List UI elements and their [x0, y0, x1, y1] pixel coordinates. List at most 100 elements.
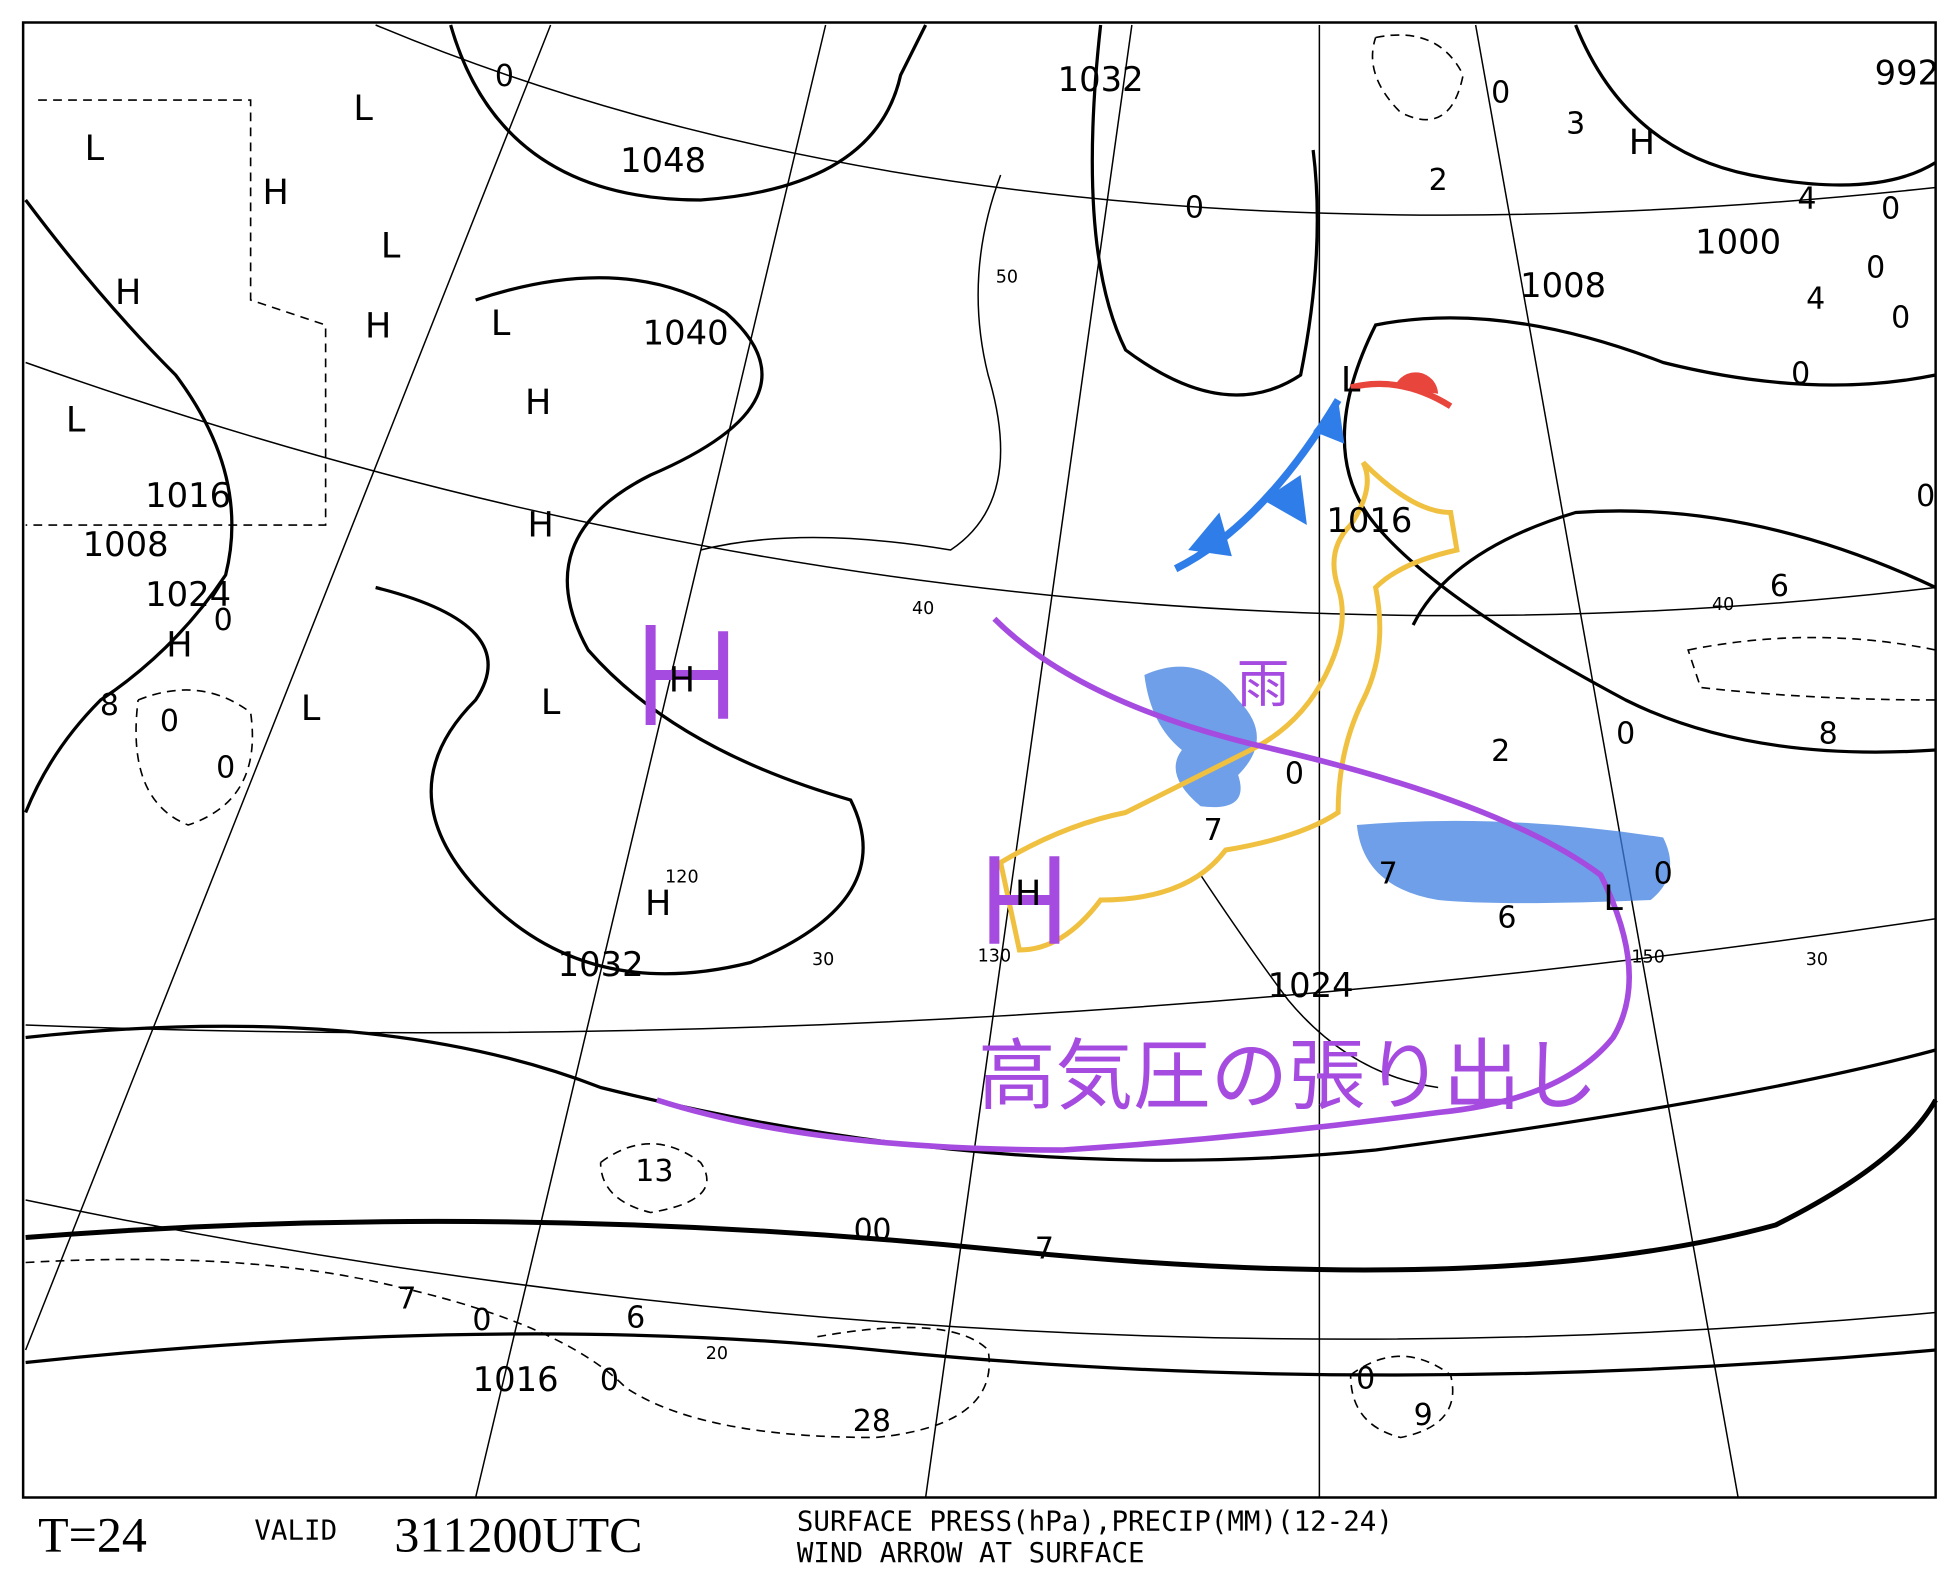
- hand-annotations: [645, 372, 1671, 1153]
- precip-contour: [135, 689, 254, 826]
- precip-label: 6: [1497, 900, 1516, 935]
- isobar: [24, 199, 234, 814]
- precip-label: 9: [1414, 1398, 1433, 1433]
- precip-label: 0: [214, 603, 233, 638]
- pressure-center: L: [301, 689, 321, 729]
- precip-label: 0: [216, 750, 235, 785]
- precip-label: 0: [600, 1363, 619, 1398]
- precip-label: 0: [1616, 717, 1635, 752]
- precip-label: 4: [1806, 282, 1825, 317]
- precip-label: 0: [1881, 192, 1900, 227]
- precip-label: 0: [1916, 479, 1935, 514]
- precip-label: 0: [1866, 250, 1885, 285]
- hand-drawn-high: [645, 625, 729, 725]
- longitude-line: [474, 24, 827, 1498]
- description-line: WIND ARROW AT SURFACE: [797, 1537, 1145, 1569]
- latitude-line: [375, 24, 1936, 216]
- valid-label: VALID: [254, 1514, 337, 1546]
- grid-label: 20: [706, 1344, 728, 1364]
- description-line: SURFACE PRESS(hPa),PRECIP(MM)(12-24): [797, 1506, 1393, 1538]
- precip-label: 0: [1356, 1362, 1375, 1397]
- pressure-center: L: [1341, 360, 1361, 400]
- precip-label: 7: [1204, 813, 1223, 848]
- isobar-label: 1048: [620, 141, 706, 180]
- pressure-center: L: [541, 683, 561, 723]
- isobar-label: 1000: [1695, 222, 1781, 261]
- precip-label: 7: [1035, 1232, 1054, 1267]
- precip-contour: [25, 99, 327, 526]
- grid-label: 30: [812, 950, 834, 970]
- isobar: [1342, 316, 1936, 754]
- pressure-center: H: [645, 884, 671, 924]
- grid-label: 40: [1712, 595, 1734, 615]
- grid-label: 50: [996, 268, 1018, 288]
- precip-contour: [25, 1258, 991, 1439]
- isobar: [1200, 874, 1439, 1089]
- pressure-center: H: [365, 307, 391, 347]
- precip-label: 0: [495, 59, 514, 94]
- forecast-time: T=24: [38, 1506, 147, 1562]
- precip-label: 6: [1770, 569, 1789, 604]
- grid-lines: [24, 24, 1936, 1498]
- pressure-center: L: [381, 227, 401, 267]
- isobar-label: 1016: [145, 476, 231, 515]
- longitude-line: [24, 24, 552, 1351]
- pressure-center: L: [66, 400, 86, 440]
- warm-front-semicircle: [1394, 372, 1439, 394]
- isobar-label: 1016: [473, 1360, 559, 1399]
- precip-contour: [1687, 636, 1937, 701]
- pressure-center: H: [1015, 874, 1041, 914]
- precip-contour: [1371, 34, 1464, 121]
- isobar-label: 1040: [643, 314, 729, 353]
- isobar: [1090, 24, 1319, 397]
- isobar: [1574, 24, 1937, 187]
- pressure-center: L: [491, 304, 511, 344]
- pressure-center: H: [525, 383, 551, 423]
- precip-label: 6: [626, 1300, 645, 1335]
- isobar: [1411, 509, 1937, 626]
- precip-label: 0: [1285, 757, 1304, 792]
- isobar-label: 992: [1875, 54, 1939, 93]
- isobar: [449, 24, 928, 202]
- precip-label: 7: [397, 1282, 416, 1317]
- precip-label: 0: [1185, 190, 1204, 225]
- precip-label: 2: [1491, 734, 1510, 769]
- grid-label: 30: [1806, 950, 1828, 970]
- cold-front-triangles: [1188, 400, 1345, 557]
- isobar-label: 1008: [1520, 266, 1606, 305]
- isobar: [375, 276, 865, 976]
- pressure-center: L: [1603, 879, 1623, 919]
- precip-label: 8: [1819, 717, 1838, 752]
- precip-label: 3: [1566, 107, 1585, 142]
- pressure-center: H: [669, 660, 695, 700]
- latitude-line: [25, 1199, 1936, 1340]
- pressure-center: H: [166, 625, 192, 665]
- precip-contours: [25, 34, 1937, 1439]
- high-pressure-outline: [656, 616, 1633, 1153]
- isobar-label: 1024: [145, 575, 231, 614]
- isobar: [25, 1024, 1937, 1162]
- precip-label: 0: [1491, 75, 1510, 110]
- map-frame: [21, 21, 1937, 1499]
- hand-drawn-high: [989, 856, 1060, 944]
- rain-area: [1144, 666, 1257, 808]
- isobar: [25, 1332, 1936, 1377]
- isobar: [25, 1098, 1938, 1273]
- grid-label: 40: [912, 599, 934, 619]
- grid-label: 150: [1631, 948, 1664, 968]
- rain-annotation: 雨: [1237, 654, 1290, 715]
- precip-label: 8: [100, 688, 119, 723]
- precip-label: 28: [853, 1404, 891, 1439]
- pressure-center: L: [353, 89, 373, 129]
- pressure-center: H: [262, 173, 288, 213]
- latitude-line: [25, 361, 1936, 617]
- pressure-center: H: [115, 273, 141, 313]
- precip-label: 0: [160, 704, 179, 739]
- precip-label: 13: [635, 1154, 673, 1189]
- precip-label: 0: [1654, 857, 1673, 892]
- longitude-line: [924, 24, 1133, 1498]
- precip-label: 0: [1791, 357, 1810, 392]
- pressure-center: L: [85, 129, 105, 169]
- isobar-label: 1008: [83, 525, 169, 564]
